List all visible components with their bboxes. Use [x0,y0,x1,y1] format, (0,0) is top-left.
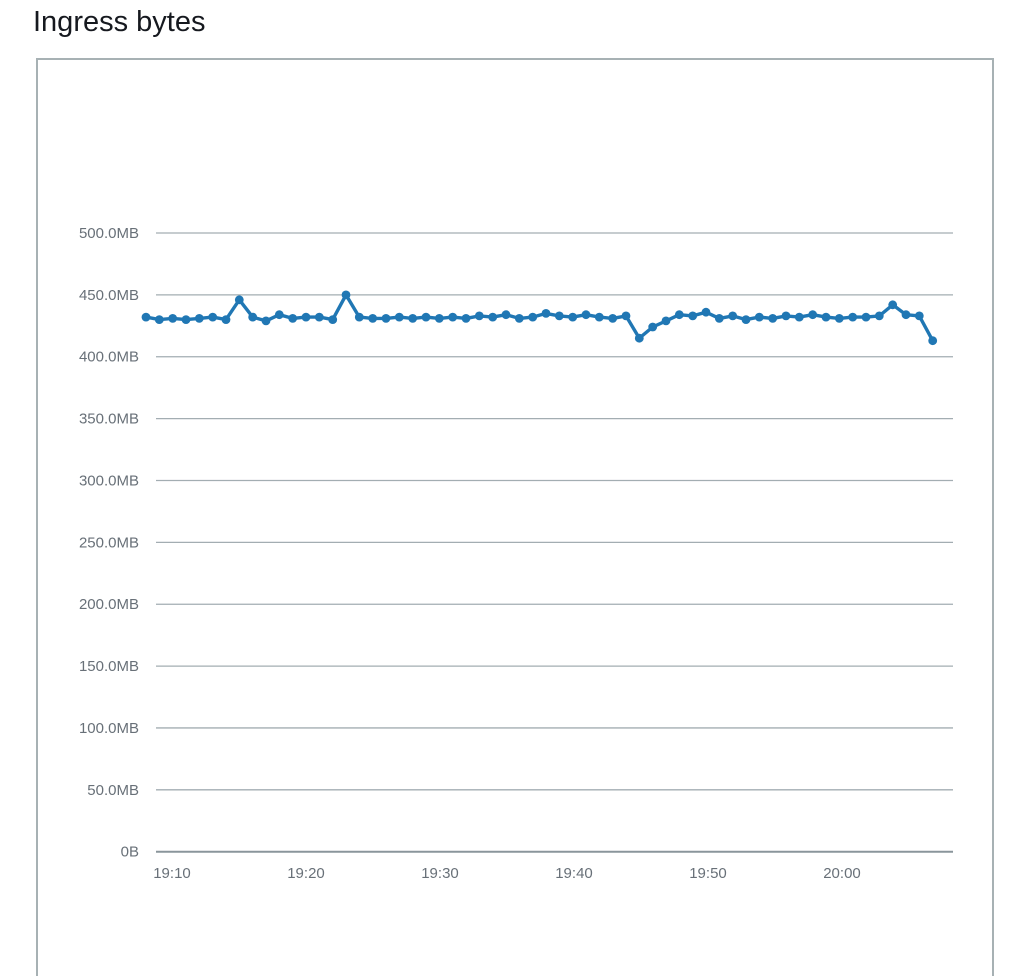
data-point [181,315,191,324]
y-tick-label: 100.0MB [79,720,139,737]
data-point [568,312,578,322]
data-point [754,312,764,322]
x-tick-label: 19:40 [555,865,593,882]
data-point [141,312,151,322]
data-point [328,315,338,324]
data-point [781,311,791,321]
data-point [928,336,938,346]
data-point [154,315,164,324]
data-point [474,311,484,321]
data-point [661,316,671,326]
x-tick-label: 19:50 [689,865,727,882]
data-point [274,310,284,320]
y-tick-label: 300.0MB [79,472,139,489]
data-point [834,314,844,323]
data-point [168,314,178,323]
data-point [194,314,204,323]
y-tick-label: 50.0MB [87,782,139,799]
data-point [901,310,911,320]
data-point [848,312,858,322]
y-tick-label: 350.0MB [79,411,139,428]
data-point [821,312,831,322]
data-point [621,311,631,321]
data-point [794,312,804,322]
data-point [514,314,524,323]
data-point [461,314,471,323]
y-tick-label: 200.0MB [79,596,139,613]
data-point [394,312,404,322]
data-point [808,310,818,320]
ingress-bytes-chart-svg: 0B 50.0MB 100.0MB 150.0MB 200.0MB 250.0MB 300.… [79,225,953,882]
data-point [208,312,218,322]
data-point [408,314,418,323]
data-point [874,311,884,321]
data-point [741,315,751,324]
chart-area[interactable]: 0B 50.0MB 100.0MB 150.0MB 200.0MB 250.0MB 300.… [38,60,992,976]
data-point [354,312,364,322]
data-point [221,315,231,324]
data-point [234,295,244,305]
data-point [701,307,711,317]
data-point [434,314,444,323]
data-point [541,309,551,318]
data-point [714,314,724,323]
y-tick-label: 500.0MB [79,225,139,242]
data-point [261,316,271,326]
data-point [728,311,738,321]
y-tick-label: 400.0MB [79,349,139,366]
data-point [528,312,538,322]
data-point [888,300,898,310]
data-point [488,312,498,322]
x-tick-label: 19:20 [287,865,325,882]
data-point [608,314,618,323]
data-point [501,310,511,320]
y-tick-label: 0B [121,844,139,861]
chart-card: 0B 50.0MB 100.0MB 150.0MB 200.0MB 250.0MB 300.… [36,58,994,976]
data-point [554,311,564,321]
y-tick-label: 250.0MB [79,534,139,551]
data-point [314,312,324,322]
data-point [581,310,591,320]
data-point [301,312,311,322]
y-tick-label: 450.0MB [79,287,139,304]
data-point [914,311,924,321]
x-tick-label: 19:30 [421,865,459,882]
data-point [634,333,644,343]
data-point [341,290,351,300]
page-title: Ingress bytes [33,6,206,38]
data-point [861,312,871,322]
data-point [768,314,778,323]
data-point [648,322,658,332]
x-tick-label: 19:10 [153,865,191,882]
data-point [448,312,458,322]
data-point [368,314,378,323]
data-point [674,310,684,320]
data-point [688,311,698,321]
data-point [381,314,391,323]
data-point [594,312,604,322]
data-point [248,312,258,322]
data-point [288,314,298,323]
x-tick-label: 20:00 [823,865,861,882]
data-point [421,312,431,322]
y-tick-label: 150.0MB [79,658,139,675]
